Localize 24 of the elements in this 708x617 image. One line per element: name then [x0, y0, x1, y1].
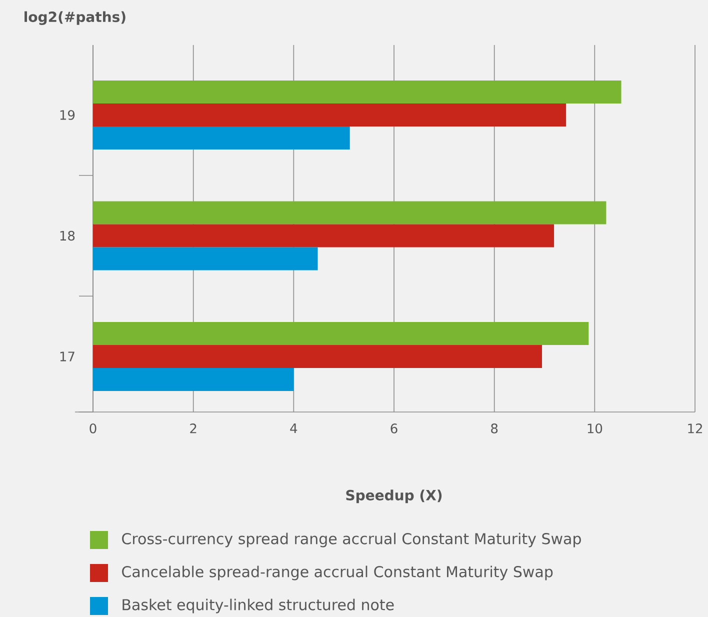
bar [93, 80, 622, 104]
x-axis-title: Speedup (X) [346, 490, 442, 504]
x-tick-label: 8 [491, 424, 498, 434]
legend-label: Cross-currency spread range accrual Constant Maturity Swap [122, 532, 581, 548]
bar [93, 126, 350, 150]
bar [93, 247, 318, 270]
bar [93, 344, 542, 368]
bar [93, 368, 294, 391]
legend-label: Basket equity-linked structured note [122, 598, 394, 614]
x-tick-label: 10 [588, 424, 602, 434]
bar [93, 224, 554, 248]
x-tick-label: 12 [688, 424, 702, 434]
y-axis-title: log2(#paths) [24, 11, 126, 25]
y-tick-label: 18 [60, 230, 75, 241]
y-tick-label: 19 [60, 110, 75, 120]
x-tick-label: 0 [90, 424, 96, 434]
bar [93, 322, 589, 345]
y-tick-label: 17 [60, 352, 74, 362]
bar [93, 201, 606, 224]
bar [93, 104, 566, 127]
x-tick-label: 6 [390, 424, 398, 434]
x-tick-label: 2 [190, 424, 196, 434]
x-tick-label: 4 [290, 424, 298, 433]
legend-label: Cancelable spread-range accrual Constant Maturity Swap [122, 566, 553, 580]
